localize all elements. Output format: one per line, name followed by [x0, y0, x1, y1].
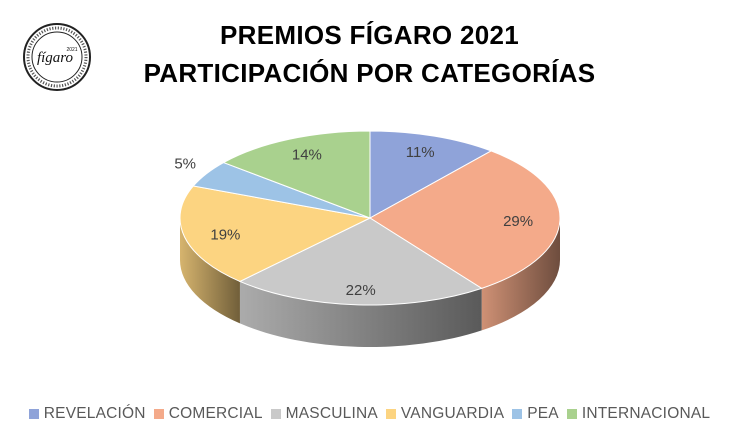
legend-item-vanguardia: VANGUARDIA: [385, 405, 505, 423]
data-label-pea: 5%: [174, 156, 196, 173]
legend-label: VANGUARDIA: [400, 405, 505, 422]
pie-slice-internacional: [222, 130, 371, 219]
pie-slice-masculina: [238, 217, 483, 306]
svg-text:fígaro: fígaro: [37, 50, 74, 66]
pie-side-comercial: [481, 218, 561, 331]
chart-title-line1: PREMIOS FÍGARO 2021: [220, 20, 519, 50]
data-label-comercial: 29%: [503, 213, 533, 230]
legend-swatch: [385, 409, 396, 419]
legend-item-comercial: COMERCIAL: [153, 405, 263, 423]
legend-label: INTERNACIONAL: [581, 405, 711, 422]
legend-label: COMERCIAL: [168, 405, 263, 422]
figaro-logo: fígaro 2021: [23, 23, 91, 91]
pie-side-masculina: [239, 281, 482, 348]
svg-text:2021: 2021: [66, 47, 77, 53]
legend-item-internacional: INTERNACIONAL: [566, 405, 711, 423]
legend-item-revelación: REVELACIÓN: [28, 405, 146, 423]
pie-slice-revelación: [369, 130, 493, 219]
legend-swatch: [28, 409, 39, 419]
legend-label: REVELACIÓN: [43, 405, 146, 422]
chart-title-line2: PARTICIPACIÓN POR CATEGORÍAS: [143, 58, 596, 88]
legend-item-pea: PEA: [512, 405, 559, 423]
pie-side-vanguardia: [180, 218, 240, 324]
legend-swatch: [566, 409, 577, 419]
legend-swatch: [153, 409, 164, 419]
data-label-internacional: 14%: [292, 146, 322, 163]
data-label-vanguardia: 19%: [210, 227, 240, 244]
data-label-revelación: 11%: [406, 144, 435, 161]
legend-swatch: [512, 409, 523, 419]
legend-item-masculina: MASCULINA: [270, 405, 378, 423]
legend-swatch: [270, 409, 281, 419]
legend-label: MASCULINA: [285, 405, 378, 422]
chart-legend: REVELACIÓN COMERCIAL MASCULINA VANGUARDIA PE…: [0, 405, 739, 423]
pie-slice-comercial: [369, 150, 561, 289]
data-label-masculina: 22%: [346, 282, 376, 299]
legend-label: PEA: [527, 405, 559, 422]
